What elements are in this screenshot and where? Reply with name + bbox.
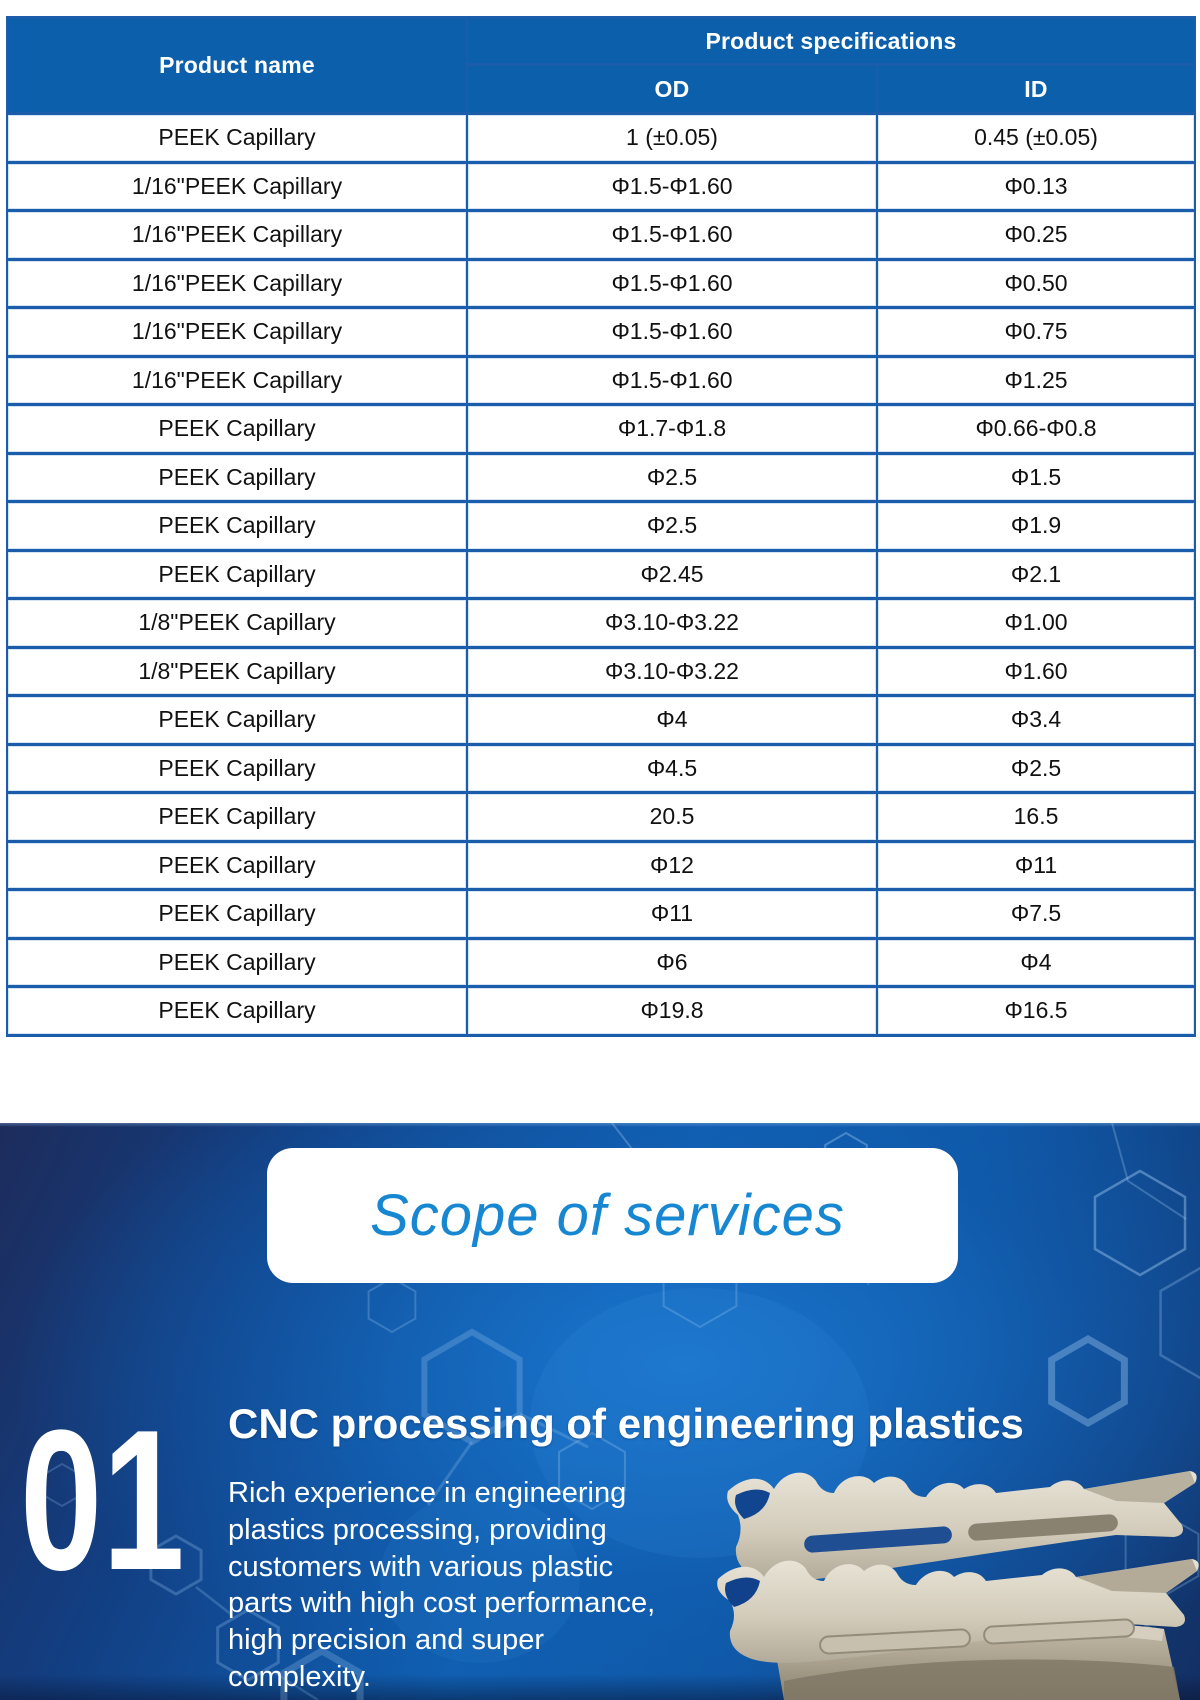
cell-od: Φ2.5 xyxy=(466,451,878,503)
cell-id: Φ11 xyxy=(875,839,1197,891)
cell-od: Φ1.7-Φ1.8 xyxy=(466,403,878,455)
cell-id: Φ16.5 xyxy=(875,985,1197,1037)
cell-id: Φ1.5 xyxy=(875,451,1197,503)
table-row: PEEK Capillary Φ4.5 Φ2.5 xyxy=(6,742,1197,794)
item-description-line: plastics processing, providing xyxy=(228,1513,607,1546)
cell-od: Φ1.5-Φ1.60 xyxy=(466,209,878,261)
cell-name: PEEK Capillary xyxy=(6,500,468,552)
cell-name: PEEK Capillary xyxy=(6,112,468,164)
cell-name: 1/8"PEEK Capillary xyxy=(6,597,468,649)
table-row: 1/16"PEEK Capillary Φ1.5-Φ1.60 Φ0.75 xyxy=(6,306,1197,358)
cell-name: 1/16"PEEK Capillary xyxy=(6,354,468,406)
table-row: 1/16"PEEK Capillary Φ1.5-Φ1.60 Φ0.25 xyxy=(6,209,1197,261)
table-row: PEEK Capillary Φ19.8 Φ16.5 xyxy=(6,985,1197,1037)
product-spec-table: Product name Product specifications OD I… xyxy=(6,16,1197,1037)
item-description-line: parts with high cost performance, xyxy=(228,1587,656,1620)
item-description-line: high precision and super xyxy=(228,1624,544,1657)
cell-od: Φ1.5-Φ1.60 xyxy=(466,257,878,309)
cell-od: Φ4 xyxy=(466,694,878,746)
cell-id: 0.45 (±0.05) xyxy=(875,112,1197,164)
table-header: Product name Product specifications OD I… xyxy=(6,16,1197,115)
cell-id: Φ0.13 xyxy=(875,160,1197,212)
cell-od: Φ11 xyxy=(466,888,878,940)
cell-name: PEEK Capillary xyxy=(6,694,468,746)
item-description-line: customers with various plastic xyxy=(228,1550,614,1583)
cell-id: Φ1.9 xyxy=(875,500,1197,552)
table-row: PEEK Capillary Φ4 Φ3.4 xyxy=(6,694,1197,746)
header-product-name: Product name xyxy=(6,16,468,115)
cell-id: 16.5 xyxy=(875,791,1197,843)
cell-name: PEEK Capillary xyxy=(6,451,468,503)
cell-od: Φ2.5 xyxy=(466,500,878,552)
cell-id: Φ0.25 xyxy=(875,209,1197,261)
cell-id: Φ2.5 xyxy=(875,742,1197,794)
service-item-number: 01 xyxy=(20,1389,185,1612)
cell-name: 1/16"PEEK Capillary xyxy=(6,257,468,309)
section-title: Scope of services xyxy=(370,1183,845,1248)
cell-id: Φ1.25 xyxy=(875,354,1197,406)
cell-name: 1/16"PEEK Capillary xyxy=(6,306,468,358)
table-row: 1/16"PEEK Capillary Φ1.5-Φ1.60 Φ1.25 xyxy=(6,354,1197,406)
cell-name: PEEK Capillary xyxy=(6,742,468,794)
table-row: PEEK Capillary Φ1.7-Φ1.8 Φ0.66-Φ0.8 xyxy=(6,403,1197,455)
cell-name: PEEK Capillary xyxy=(6,791,468,843)
cell-id: Φ2.1 xyxy=(875,548,1197,600)
cell-od: Φ19.8 xyxy=(466,985,878,1037)
cell-od: Φ2.45 xyxy=(466,548,878,600)
cnc-plastic-part-image xyxy=(717,1471,1199,1700)
item-description-line: Rich experience in engineering xyxy=(228,1477,627,1509)
table-row: PEEK Capillary Φ2.5 Φ1.5 xyxy=(6,451,1197,503)
cell-od: Φ4.5 xyxy=(466,742,878,794)
table-row: PEEK Capillary Φ12 Φ11 xyxy=(6,839,1197,891)
cell-od: Φ3.10-Φ3.22 xyxy=(466,645,878,697)
cell-od: Φ6 xyxy=(466,936,878,988)
table-row: 1/8"PEEK Capillary Φ3.10-Φ3.22 Φ1.60 xyxy=(6,645,1197,697)
item-description-line: complexity. xyxy=(228,1660,371,1693)
service-item-title: CNC processing of engineering plastics xyxy=(228,1400,1024,1447)
cell-od: 20.5 xyxy=(466,791,878,843)
header-od: OD xyxy=(466,63,878,115)
table-row: 1/16"PEEK Capillary Φ1.5-Φ1.60 Φ0.13 xyxy=(6,160,1197,212)
table-row: PEEK Capillary 1 (±0.05) 0.45 (±0.05) xyxy=(6,112,1197,164)
cell-id: Φ0.66-Φ0.8 xyxy=(875,403,1197,455)
cell-id: Φ0.50 xyxy=(875,257,1197,309)
cell-name: PEEK Capillary xyxy=(6,548,468,600)
cell-od: Φ1.5-Φ1.60 xyxy=(466,354,878,406)
cell-name: 1/16"PEEK Capillary xyxy=(6,160,468,212)
cell-od: 1 (±0.05) xyxy=(466,112,878,164)
table-row: PEEK Capillary Φ2.5 Φ1.9 xyxy=(6,500,1197,552)
table-row: 1/8"PEEK Capillary Φ3.10-Φ3.22 Φ1.00 xyxy=(6,597,1197,649)
scope-of-services-section: Scope of services 01 CNC processing of e… xyxy=(0,1123,1200,1700)
cell-name: PEEK Capillary xyxy=(6,839,468,891)
cell-id: Φ4 xyxy=(875,936,1197,988)
cell-od: Φ1.5-Φ1.60 xyxy=(466,306,878,358)
table-row: PEEK Capillary Φ6 Φ4 xyxy=(6,936,1197,988)
cell-name: 1/8"PEEK Capillary xyxy=(6,645,468,697)
cell-name: PEEK Capillary xyxy=(6,985,468,1037)
cell-name: PEEK Capillary xyxy=(6,888,468,940)
cell-od: Φ1.5-Φ1.60 xyxy=(466,160,878,212)
service-item-description: Rich experience in engineering plastics p… xyxy=(228,1475,655,1696)
cell-id: Φ0.75 xyxy=(875,306,1197,358)
cell-id: Φ3.4 xyxy=(875,694,1197,746)
cell-od: Φ3.10-Φ3.22 xyxy=(466,597,878,649)
table-body: PEEK Capillary 1 (±0.05) 0.45 (±0.05) 1/16"… xyxy=(6,112,1197,1037)
section-title-banner: Scope of services xyxy=(267,1148,958,1283)
table-row: PEEK Capillary Φ2.45 Φ2.1 xyxy=(6,548,1197,600)
cell-id: Φ7.5 xyxy=(875,888,1197,940)
cell-id: Φ1.60 xyxy=(875,645,1197,697)
cell-name: PEEK Capillary xyxy=(6,403,468,455)
cell-name: 1/16"PEEK Capillary xyxy=(6,209,468,261)
table-row: PEEK Capillary 20.5 16.5 xyxy=(6,791,1197,843)
table-row: 1/16"PEEK Capillary Φ1.5-Φ1.60 Φ0.50 xyxy=(6,257,1197,309)
header-product-specifications: Product specifications xyxy=(465,16,1197,66)
header-id: ID xyxy=(875,63,1197,115)
cell-name: PEEK Capillary xyxy=(6,936,468,988)
table-row: PEEK Capillary Φ11 Φ7.5 xyxy=(6,888,1197,940)
cell-id: Φ1.00 xyxy=(875,597,1197,649)
cell-od: Φ12 xyxy=(466,839,878,891)
